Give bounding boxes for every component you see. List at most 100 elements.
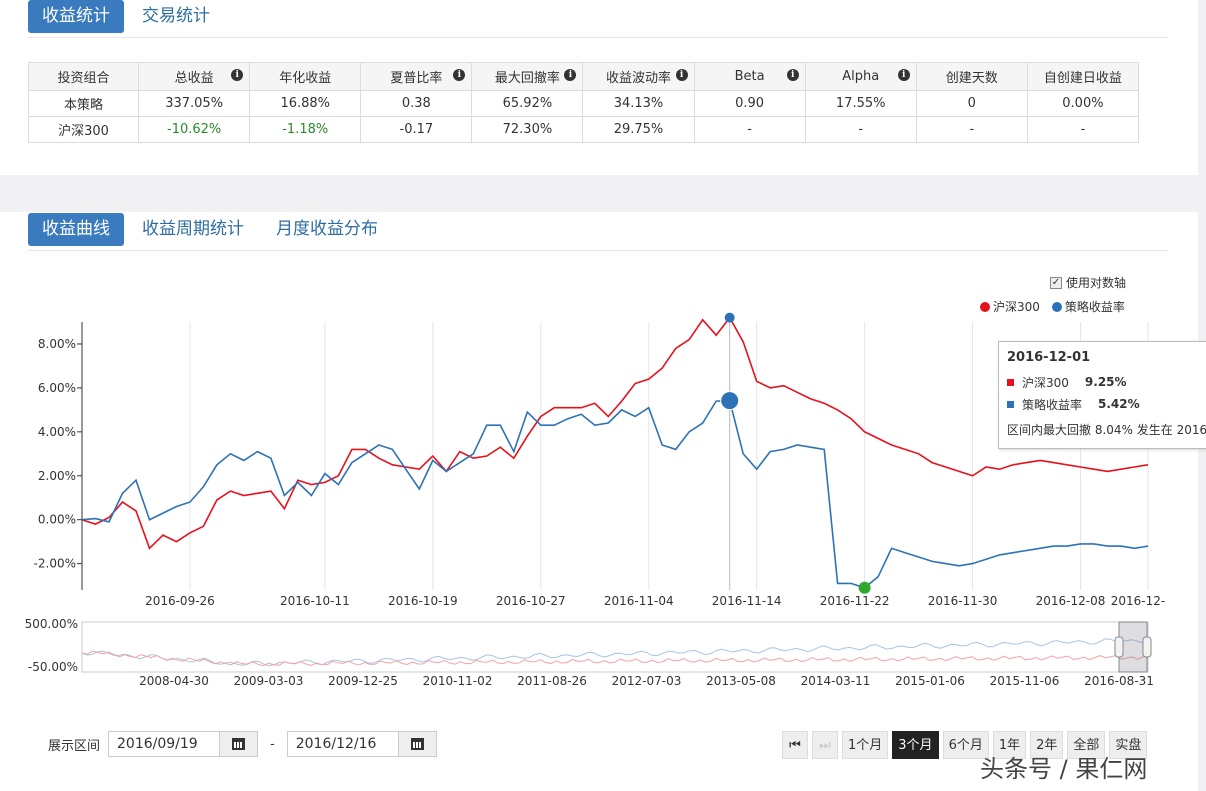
- table-cell: -: [804, 116, 917, 143]
- tab-return-stats[interactable]: 收益统计: [28, 0, 124, 33]
- log-axis-checkbox[interactable]: ✓: [1050, 276, 1062, 289]
- table-cell: 34.13%: [582, 90, 695, 117]
- x-tick-label: 2016-12-: [1111, 594, 1165, 608]
- navigator-x-label: 2010-11-02: [423, 674, 493, 688]
- y-tick-label: -2.00%: [34, 557, 76, 571]
- range-label: 展示区间: [48, 738, 101, 754]
- col-max-drawdown: 最大回撤率 i: [471, 62, 584, 91]
- info-icon[interactable]: i: [897, 69, 910, 81]
- table-cell: 17.55%: [804, 90, 917, 117]
- navigator-x-label: 2014-03-11: [801, 674, 871, 688]
- x-tick-label: 2016-10-19: [388, 594, 458, 608]
- navigator-x-label: 2015-11-06: [990, 674, 1060, 688]
- x-tick-label: 2016-11-04: [604, 594, 674, 608]
- section-gap: [0, 175, 1198, 212]
- col-since-created: 自创建日收益: [1026, 62, 1140, 91]
- navigator-x-label: 2016-08-31: [1084, 674, 1154, 688]
- first-page-icon[interactable]: ⏮: [782, 731, 808, 759]
- table-cell: 29.75%: [582, 116, 695, 143]
- start-calendar-button[interactable]: [219, 732, 258, 756]
- navigator-x-label: 2011-08-26: [517, 674, 587, 688]
- x-tick-label: 2016-10-27: [496, 594, 566, 608]
- col-alpha: Alpha i: [804, 62, 917, 91]
- navigator-y-label: 500.00%: [25, 617, 78, 631]
- navigator-handle-left: [1114, 636, 1124, 658]
- end-calendar-button[interactable]: [397, 732, 436, 756]
- start-date-value[interactable]: 2016/09/19: [117, 736, 198, 752]
- calendar-icon: [410, 738, 424, 750]
- x-tick-label: 2016-11-14: [712, 594, 782, 608]
- start-date-field[interactable]: 2016/09/19: [108, 731, 259, 757]
- period-6m-button[interactable]: 6个月: [942, 731, 989, 759]
- table-cell: 72.30%: [471, 116, 584, 143]
- table-cell: 本策略: [27, 90, 140, 117]
- next-page-icon[interactable]: ⏭: [812, 731, 838, 759]
- legend-item-strategy[interactable]: 策略收益率: [1051, 298, 1125, 315]
- tooltip-series-value: 5.42%: [1098, 397, 1140, 411]
- navigator-series-line: [81, 650, 1149, 667]
- period-1y-button[interactable]: 1年: [992, 731, 1027, 759]
- navigator-x-label: 2009-03-03: [234, 674, 304, 688]
- navigator-selection: [1118, 621, 1148, 673]
- tooltip-drawdown-note: 区间内最大回撤 8.04% 发生在 2016: [1007, 423, 1206, 437]
- navigator-handle-right: [1142, 636, 1152, 658]
- info-icon[interactable]: i: [564, 69, 577, 81]
- table-cell: -: [693, 116, 806, 143]
- end-date-value[interactable]: 2016/12/16: [295, 736, 377, 752]
- table-cell: -: [1026, 116, 1140, 143]
- col-annual-return: 年化收益: [249, 62, 362, 91]
- table-cell: -: [915, 116, 1028, 143]
- period-1m-button[interactable]: 1个月: [842, 731, 889, 759]
- log-axis-label: 使用对数轴: [1066, 276, 1127, 290]
- stats-table: 投资组合 总收益 i 年化收益 夏普比率 i 最大回撤率 i 收益波动率 i Beta i…: [27, 62, 1140, 143]
- info-icon[interactable]: i: [453, 69, 466, 81]
- navigator-x-label: 2015-01-06: [895, 674, 965, 688]
- tab-return-curve[interactable]: 收益曲线: [28, 213, 124, 246]
- period-live-button[interactable]: 实盘: [1109, 731, 1148, 759]
- legend-dot: [980, 302, 990, 312]
- series-color-swatch: [1007, 378, 1014, 386]
- table-cell: 0.38: [360, 90, 473, 117]
- min-marker: [858, 581, 871, 594]
- legend-item-hs300[interactable]: 沪深300: [980, 298, 1040, 315]
- table-cell: 65.92%: [471, 90, 584, 117]
- navigator-x-label: 2013-05-08: [706, 674, 776, 688]
- navigator-x-label: 2012-07-03: [612, 674, 682, 688]
- x-tick-label: 2016-10-11: [280, 594, 350, 608]
- navigator-x-label: 2009-12-25: [328, 674, 398, 688]
- y-tick-label: 6.00%: [38, 381, 76, 395]
- info-icon[interactable]: i: [675, 69, 688, 81]
- y-tick-label: 2.00%: [38, 469, 76, 483]
- end-date-field[interactable]: 2016/12/16: [286, 731, 437, 757]
- series-line: [81, 399, 1149, 589]
- y-tick-label: 4.00%: [38, 425, 76, 439]
- log-axis-toggle[interactable]: ✓ 使用对数轴: [1050, 274, 1126, 291]
- info-icon[interactable]: i: [786, 69, 799, 81]
- x-tick-label: 2016-11-30: [928, 594, 998, 608]
- period-buttons: ⏮ ⏭ 1个月 3个月 6个月 1年 2年 全部 实盘: [782, 731, 1148, 759]
- stats-panel: 收益统计 交易统计 投资组合 总收益 i 年化收益 夏普比率 i 最大回撤率 i 收益…: [0, 0, 1198, 175]
- col-sharpe: 夏普比率 i: [360, 62, 473, 91]
- col-beta: Beta i: [693, 62, 806, 91]
- tooltip-date: 2016-12-01: [1007, 350, 1091, 365]
- table-cell: 16.88%: [249, 90, 362, 117]
- period-2y-button[interactable]: 2年: [1030, 731, 1064, 759]
- tooltip-row: 沪深300 9.25%: [1007, 371, 1206, 393]
- series-line: [81, 316, 1149, 550]
- info-icon[interactable]: i: [231, 69, 244, 81]
- date-range: 展示区间 2016/09/19 - 2016/12/16: [48, 731, 437, 757]
- calendar-icon: [232, 738, 246, 750]
- tooltip-series-value: 9.25%: [1084, 375, 1127, 389]
- x-tick-label: 2016-09-26: [145, 594, 215, 608]
- tab-monthly-distribution[interactable]: 月度收益分布: [276, 219, 378, 239]
- table-cell: 沪深300: [27, 116, 140, 143]
- y-tick-label: 8.00%: [38, 337, 76, 351]
- tab-trade-stats[interactable]: 交易统计: [142, 6, 210, 26]
- chart-panel: 收益曲线 收益周期统计 月度收益分布: [0, 212, 1198, 791]
- tab-period-stats[interactable]: 收益周期统计: [142, 219, 244, 239]
- highlight-point: [720, 391, 740, 411]
- period-3m-button[interactable]: 3个月: [892, 731, 939, 759]
- table-cell: -1.18%: [249, 116, 362, 143]
- period-all-button[interactable]: 全部: [1067, 731, 1106, 759]
- y-tick-label: 0.00%: [38, 513, 76, 527]
